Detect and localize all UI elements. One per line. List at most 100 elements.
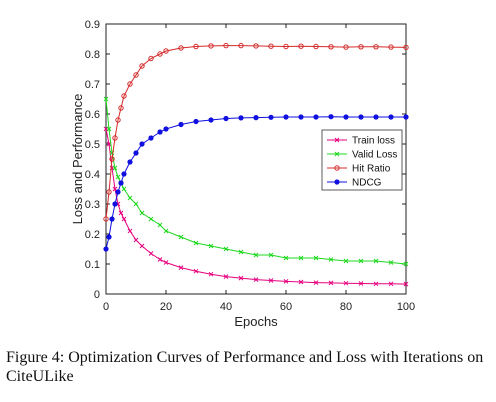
data-point-valid-loss [238, 249, 244, 255]
data-point-train-loss [208, 271, 214, 277]
data-point-hit-ratio [403, 44, 409, 51]
data-point-valid-loss [157, 222, 163, 228]
legend-marker [334, 179, 340, 185]
legend-item-hit-ratio: Hit Ratio [327, 164, 391, 175]
data-point-valid-loss [313, 255, 319, 261]
y-axis-title: Loss and Performance [70, 94, 85, 225]
data-point-hit-ratio [139, 63, 145, 69]
data-point-valid-loss [343, 258, 349, 264]
data-point-hit-ratio [253, 43, 259, 49]
data-point-valid-loss [121, 186, 127, 192]
legend-marker [334, 151, 340, 157]
data-point-ndcg [313, 114, 319, 120]
data-point-valid-loss [283, 255, 289, 261]
data-point-valid-loss [139, 210, 145, 216]
series-ndcg [103, 114, 409, 252]
data-point-valid-loss [115, 174, 121, 180]
data-point-train-loss [139, 243, 145, 249]
series-line-hit-ratio [105, 45, 407, 220]
data-point-ndcg [127, 159, 133, 165]
data-point-train-loss [193, 268, 199, 274]
data-point-train-loss [403, 281, 409, 287]
data-point-train-loss [157, 257, 163, 262]
data-point-valid-loss [373, 258, 379, 264]
legend: Train loss Valid Loss Hit Ratio NDCG [321, 129, 403, 191]
data-point-hit-ratio [238, 42, 244, 49]
data-point-train-loss [313, 280, 319, 285]
x-tick-label: 60 [280, 301, 292, 313]
data-point-train-loss [238, 275, 244, 281]
y-tick-label: 0.9 [85, 19, 100, 31]
y-tick-label: 0.3 [85, 199, 100, 211]
x-tick-label: 20 [160, 301, 172, 313]
data-point-hit-ratio [133, 72, 139, 78]
data-point-hit-ratio [343, 44, 349, 50]
x-tick-label: 40 [220, 301, 232, 313]
data-point-hit-ratio [115, 117, 121, 123]
series-train-loss [103, 126, 409, 287]
data-point-valid-loss [127, 195, 133, 201]
data-point-train-loss [118, 210, 124, 216]
data-point-hit-ratio [193, 43, 199, 50]
y-tick-label: 0.7 [85, 79, 100, 91]
data-point-hit-ratio [148, 55, 154, 62]
data-point-valid-loss [208, 243, 214, 249]
y-tick-label: 0.6 [85, 109, 100, 121]
data-point-valid-loss [148, 216, 154, 222]
data-point-valid-loss [268, 252, 274, 258]
data-point-train-loss [268, 278, 274, 283]
data-point-hit-ratio [127, 81, 133, 87]
data-point-ndcg [106, 234, 112, 240]
data-point-train-loss [133, 237, 139, 243]
data-point-ndcg [403, 114, 409, 120]
data-point-valid-loss [328, 257, 334, 262]
data-point-train-loss [343, 280, 349, 286]
data-point-hit-ratio [268, 43, 274, 49]
data-point-train-loss [163, 260, 169, 265]
data-point-hit-ratio [388, 44, 394, 50]
data-point-train-loss [223, 274, 229, 279]
x-tick-label: 100 [397, 301, 415, 313]
data-point-hit-ratio [163, 48, 169, 54]
data-point-hit-ratio [178, 45, 184, 51]
data-point-hit-ratio [106, 189, 112, 195]
data-point-ndcg [268, 114, 274, 120]
x-tick-label: 80 [340, 301, 352, 313]
data-point-ndcg [148, 135, 154, 141]
data-point-ndcg [373, 114, 379, 120]
data-point-train-loss [253, 277, 259, 282]
data-point-ndcg [157, 129, 163, 135]
data-point-hit-ratio [373, 44, 379, 50]
y-tick-label: 0.4 [85, 169, 100, 181]
figure-caption: Figure 4: Optimization Curves of Perform… [6, 349, 484, 385]
y-tick-label: 0 [94, 289, 100, 301]
data-point-hit-ratio [208, 43, 214, 49]
legend-label: Valid Loss [352, 150, 397, 161]
data-point-valid-loss [106, 126, 112, 132]
legend-item-valid-loss: Valid Loss [327, 150, 397, 161]
legend-label: Hit Ratio [352, 164, 391, 175]
legend-item-ndcg: NDCG [327, 178, 382, 189]
data-point-hit-ratio [223, 42, 229, 49]
data-point-ndcg [328, 114, 334, 120]
data-point-hit-ratio [298, 43, 304, 49]
legend-item-train-loss: Train loss [327, 136, 395, 147]
data-point-ndcg [103, 246, 109, 252]
x-tick-label: 0 [103, 301, 109, 313]
data-point-ndcg [283, 114, 289, 120]
data-point-train-loss [298, 279, 304, 285]
data-point-ndcg [238, 115, 244, 121]
data-point-train-loss [283, 279, 289, 284]
data-point-ndcg [109, 216, 115, 222]
legend-marker [334, 137, 340, 143]
data-point-valid-loss [358, 258, 364, 264]
data-point-train-loss [121, 216, 127, 222]
data-point-hit-ratio [328, 44, 334, 50]
data-point-ndcg [388, 114, 394, 120]
legend-label: Train loss [352, 136, 395, 147]
data-point-ndcg [163, 126, 169, 132]
data-point-ndcg [133, 150, 139, 156]
y-tick-label: 0.5 [85, 139, 100, 151]
y-axis-ticks: 0 0.1 0.2 0.3 0.4 0.5 0.6 0.7 0.8 0.9 [85, 19, 406, 301]
data-point-train-loss [127, 228, 133, 234]
